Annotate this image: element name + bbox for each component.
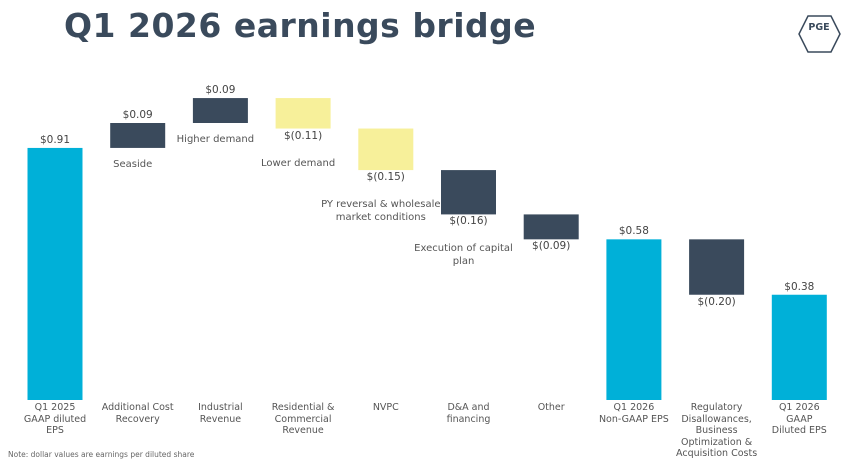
value-label: $(0.20): [697, 295, 736, 308]
bar: [689, 239, 745, 295]
bar: [771, 294, 827, 400]
x-tick-label: D&A and financing: [446, 402, 491, 425]
value-label: $0.38: [784, 280, 815, 293]
bar: [606, 239, 662, 400]
value-label: $0.58: [618, 225, 649, 238]
bar: [27, 147, 83, 400]
value-label: $(0.16): [449, 215, 488, 228]
x-tick-label: Regulatory Disallowances, Business Optim…: [676, 402, 758, 459]
bar: [275, 98, 331, 129]
x-tick-label: Q1 2025 GAAP diluted EPS: [23, 402, 87, 436]
logo-frame: [798, 15, 841, 53]
note: Note: dollar values are earnings per dil…: [8, 450, 195, 459]
x-tick-label: Q1 2026 Non-GAAP EPS: [598, 402, 669, 425]
value-label: $0.09: [122, 109, 153, 121]
annotation: PY reversal & wholesale market condition…: [321, 199, 441, 223]
annotation: Higher demand: [176, 134, 255, 145]
value-label: $0.91: [39, 133, 71, 146]
value-label: $(0.09): [532, 240, 571, 253]
bar: [523, 214, 579, 240]
x-tick-label: Additional Cost Recovery: [101, 402, 174, 425]
value-label: $0.09: [205, 84, 236, 97]
bar: [192, 98, 248, 123]
annotation: Execution of capital plan: [414, 243, 513, 267]
bar: [110, 123, 166, 148]
chart-title: Q1 2026 earnings bridge: [64, 6, 537, 45]
logo: PGE: [808, 22, 830, 33]
x-tick-label: Industrial Revenue: [198, 402, 243, 425]
value-label: $(0.11): [283, 129, 323, 142]
x-tick-label: Residential & Commercial Revenue: [271, 402, 335, 436]
bar: [358, 128, 414, 171]
value-label: $(0.15): [366, 171, 405, 184]
x-tick-label: Other: [537, 402, 565, 413]
annotation: Seaside: [113, 158, 153, 170]
x-tick-label: Q1 2026 GAAP Diluted EPS: [771, 402, 827, 436]
bar: [441, 170, 496, 215]
annotation: Lower demand: [260, 157, 336, 169]
x-tick-label: NVPC: [372, 402, 399, 413]
